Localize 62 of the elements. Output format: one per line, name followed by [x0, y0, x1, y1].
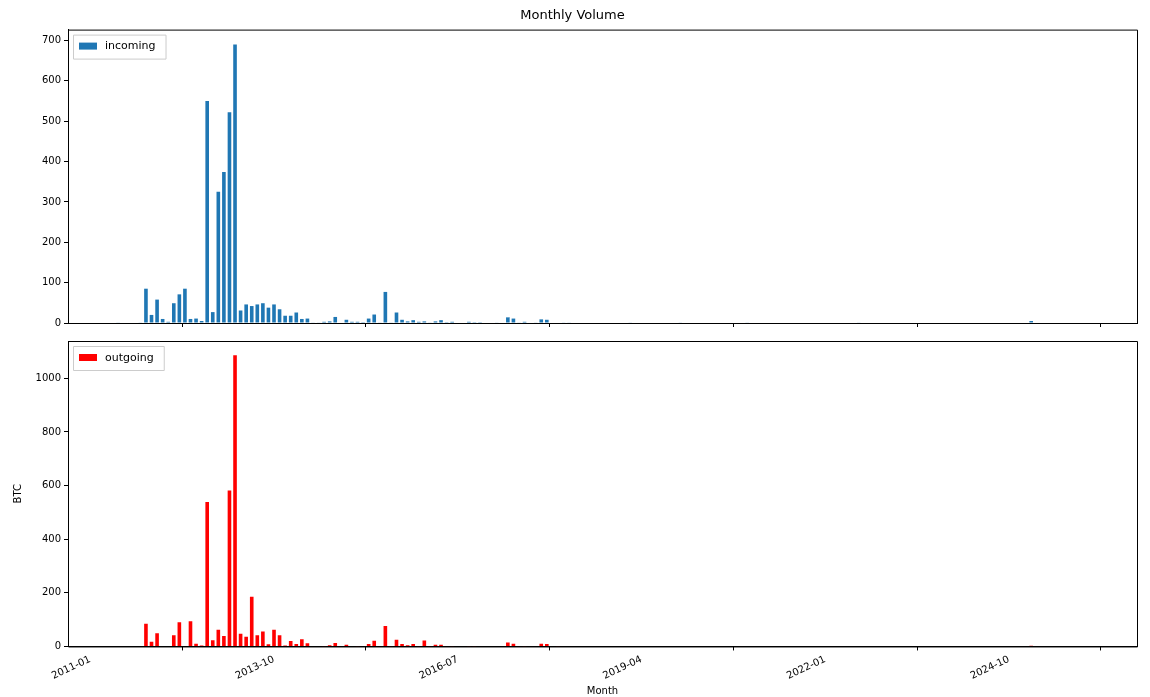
bar [344, 319, 349, 323]
y-tick-label: 500 [41, 114, 61, 126]
y-tick-label: 300 [41, 195, 61, 207]
bar [545, 319, 549, 323]
bar [400, 319, 404, 323]
bar [194, 318, 198, 323]
bar [333, 316, 338, 323]
bar [222, 172, 226, 323]
bar [155, 299, 159, 323]
bar [439, 320, 443, 323]
bar [188, 318, 193, 323]
bar [171, 303, 176, 323]
bar [411, 320, 416, 323]
y-tick-label: 400 [41, 155, 61, 167]
y-tick-label: 0 [54, 640, 61, 652]
y-tick-label: 200 [41, 235, 61, 247]
legend-label: outgoing [105, 350, 154, 364]
y-tick-label: 200 [41, 586, 61, 598]
bar [222, 636, 226, 646]
bar [171, 635, 176, 646]
bar [155, 633, 159, 646]
bar [210, 312, 215, 323]
bar [233, 355, 237, 646]
bar [372, 314, 377, 323]
bar [144, 288, 148, 323]
bar [300, 639, 304, 646]
y-tick-label: 1000 [35, 371, 61, 383]
legend-label: incoming [105, 39, 156, 53]
bar [238, 310, 243, 323]
bar [261, 631, 265, 646]
bar [283, 315, 287, 323]
bar [506, 642, 510, 646]
bar [333, 642, 338, 646]
bar [539, 319, 544, 323]
bar [205, 101, 209, 323]
bar [183, 288, 187, 323]
bar [160, 318, 165, 323]
bar [272, 304, 276, 323]
chart-title: Monthly Volume [520, 7, 625, 23]
y-tick-label: 700 [41, 34, 61, 46]
y-tick-label: 800 [41, 425, 61, 437]
y-tick-label: 600 [41, 479, 61, 491]
bar [244, 304, 248, 323]
bar [305, 643, 310, 646]
y-tick-label: 0 [54, 316, 61, 328]
bar [506, 317, 510, 323]
x-axis-title: Month [586, 684, 619, 696]
bar [233, 44, 237, 323]
bar [539, 643, 544, 646]
y-tick-label: 600 [41, 74, 61, 86]
y-axis-title: BTC [11, 484, 23, 504]
bar [272, 629, 276, 646]
y-tick-label: 400 [41, 532, 61, 544]
bar [244, 636, 248, 646]
bar [194, 643, 198, 646]
bar [210, 640, 215, 646]
bar [144, 623, 148, 646]
bar [300, 318, 304, 323]
bar [261, 303, 265, 323]
y-tick-label: 100 [41, 276, 61, 288]
bar [372, 640, 377, 646]
bar [205, 501, 209, 646]
